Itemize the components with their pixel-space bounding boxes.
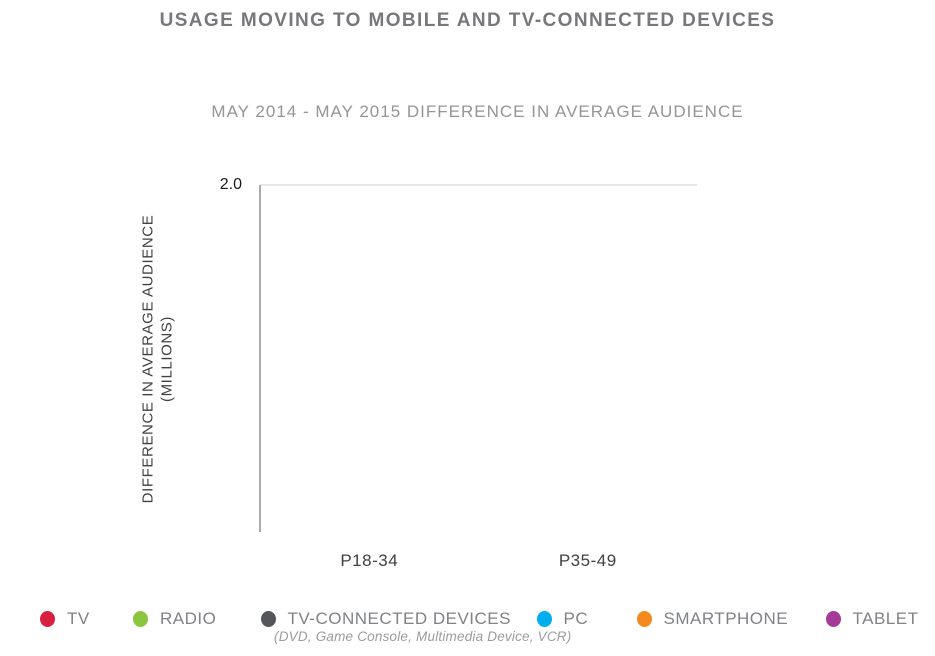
legend-swatch-tablet-icon — [825, 611, 841, 627]
legend-label-tv-connected-devices: TV-CONNECTED DEVICES — [287, 609, 511, 628]
x-axis-label-p35-49: P35-49 — [558, 551, 617, 570]
chart-title: MAY 2014 - MAY 2015 DIFFERENCE IN AVERAG… — [211, 102, 744, 121]
legend-swatch-tv-icon — [40, 611, 55, 627]
legend-item-tv: TV — [40, 609, 90, 629]
legend-label-smartphone: SMARTPHONE — [663, 609, 789, 628]
y-axis-line — [259, 185, 261, 532]
legend-swatch-tv-connected-devices-icon — [260, 611, 276, 627]
x-axis-label-p18-34: P18-34 — [340, 551, 399, 570]
legend-item-pc: PC — [536, 609, 589, 629]
gridline — [260, 184, 697, 186]
legend-item-radio: RADIO — [133, 609, 216, 629]
legend-swatch-smartphone-icon — [636, 611, 652, 627]
legend-item-smartphone: SMARTPHONE — [636, 609, 789, 629]
legend-label-tv: TV — [67, 609, 90, 628]
legend-label-radio: RADIO — [160, 609, 217, 628]
legend-item-tv-connected-devices: TV-CONNECTED DEVICES — [260, 609, 511, 629]
legend-item-tablet: TABLET — [825, 609, 919, 629]
page-title: USAGE MOVING TO MOBILE AND TV-CONNECTED … — [159, 10, 776, 31]
legend-label-tablet: TABLET — [852, 609, 919, 628]
legend-note: (DVD, Game Console, Multimedia Device, V… — [274, 629, 572, 644]
legend-swatch-radio-icon — [133, 611, 148, 627]
y-tick-label-2-0: 2.0 — [219, 176, 242, 193]
legend-label-pc: PC — [563, 609, 589, 628]
legend-swatch-pc-icon — [536, 611, 552, 627]
